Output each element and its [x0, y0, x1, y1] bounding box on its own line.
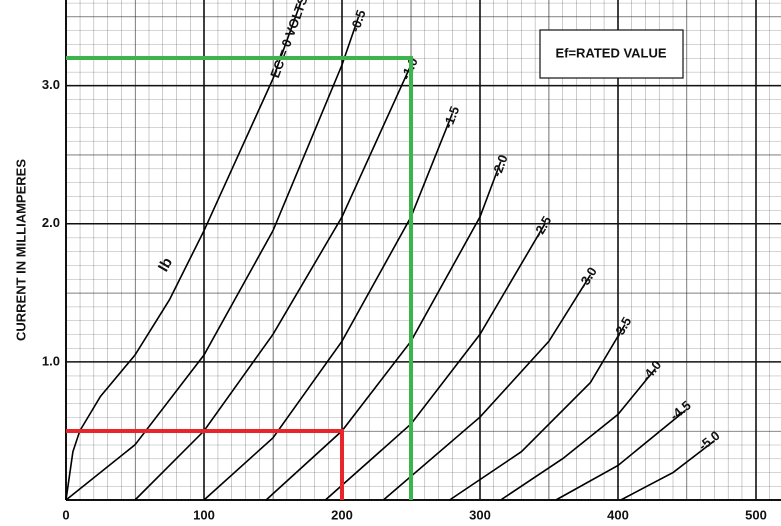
curve [65, 2, 302, 501]
y-axis-label: CURRENT IN MILLIAMPERES [13, 159, 28, 341]
curve [324, 223, 546, 501]
curve [620, 439, 716, 501]
annotation-box [539, 29, 684, 79]
curve [500, 368, 656, 501]
reference-line [66, 428, 344, 500]
annotation: Ef=RATED VALUE [555, 45, 666, 60]
x-tick-label: 100 [193, 507, 215, 522]
curve [382, 274, 592, 501]
x-tick-label: 0 [62, 507, 69, 522]
x-tick-label: 400 [607, 507, 629, 522]
curve [203, 113, 454, 501]
curve-label: -0.5 [347, 8, 368, 34]
curve-label: -2.0 [489, 153, 511, 179]
reference-lines [66, 56, 413, 500]
major-grid [65, 0, 781, 501]
curve [449, 324, 626, 501]
x-tick-label: 300 [469, 507, 491, 522]
reference-line [66, 56, 413, 500]
curve [555, 409, 687, 501]
mid-grid [66, 0, 781, 500]
y-tick-label: 1.0 [42, 353, 60, 368]
x-tick-label: 200 [331, 507, 353, 522]
x-tick-label: 500 [745, 507, 767, 522]
curve [134, 64, 412, 501]
y-tick-label: 2.0 [42, 215, 60, 230]
y-tick-label: 3.0 [42, 77, 60, 92]
